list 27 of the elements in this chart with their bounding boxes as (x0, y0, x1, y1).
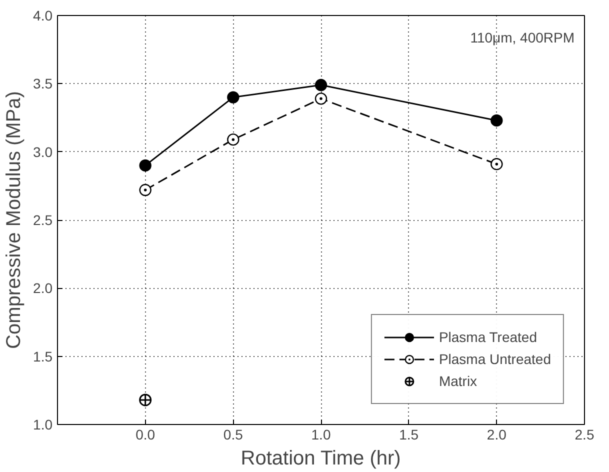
point (314, 92, 328, 105)
annotation: 110μm, 400RPM (470, 30, 574, 46)
point (139, 184, 152, 196)
point (314, 78, 328, 92)
point (227, 133, 240, 146)
x-tick-label: 0.0 (136, 426, 156, 442)
y-tick-label: 1.0 (33, 416, 53, 432)
point (490, 114, 503, 127)
x-tick-label: 0.5 (223, 426, 244, 442)
y-tick-label: 3.0 (33, 144, 53, 160)
x-tick-label: 2.0 (486, 426, 507, 442)
x-tick-label: 1.0 (311, 426, 331, 442)
legend-label: Plasma Untreated (438, 351, 551, 367)
point (490, 158, 503, 170)
point (139, 159, 152, 172)
y-tick-label: 2.0 (33, 280, 53, 296)
point (227, 91, 240, 104)
y-tick-label: 1.5 (33, 348, 53, 364)
legend-label: Plasma Treated (438, 329, 537, 345)
y-tick-label: 3.5 (33, 76, 53, 92)
x-tick-label: 2.5 (574, 426, 594, 442)
y-tick-label: 2.5 (33, 212, 53, 228)
y-tick-label: 4.0 (33, 8, 53, 24)
x-axis-title: Rotation Time (hr) (240, 448, 401, 470)
x-tick-label: 1.5 (399, 426, 419, 442)
y-axis-title: Compressive Modulus (MPa) (3, 91, 26, 349)
legend-label: Matrix (438, 373, 478, 389)
